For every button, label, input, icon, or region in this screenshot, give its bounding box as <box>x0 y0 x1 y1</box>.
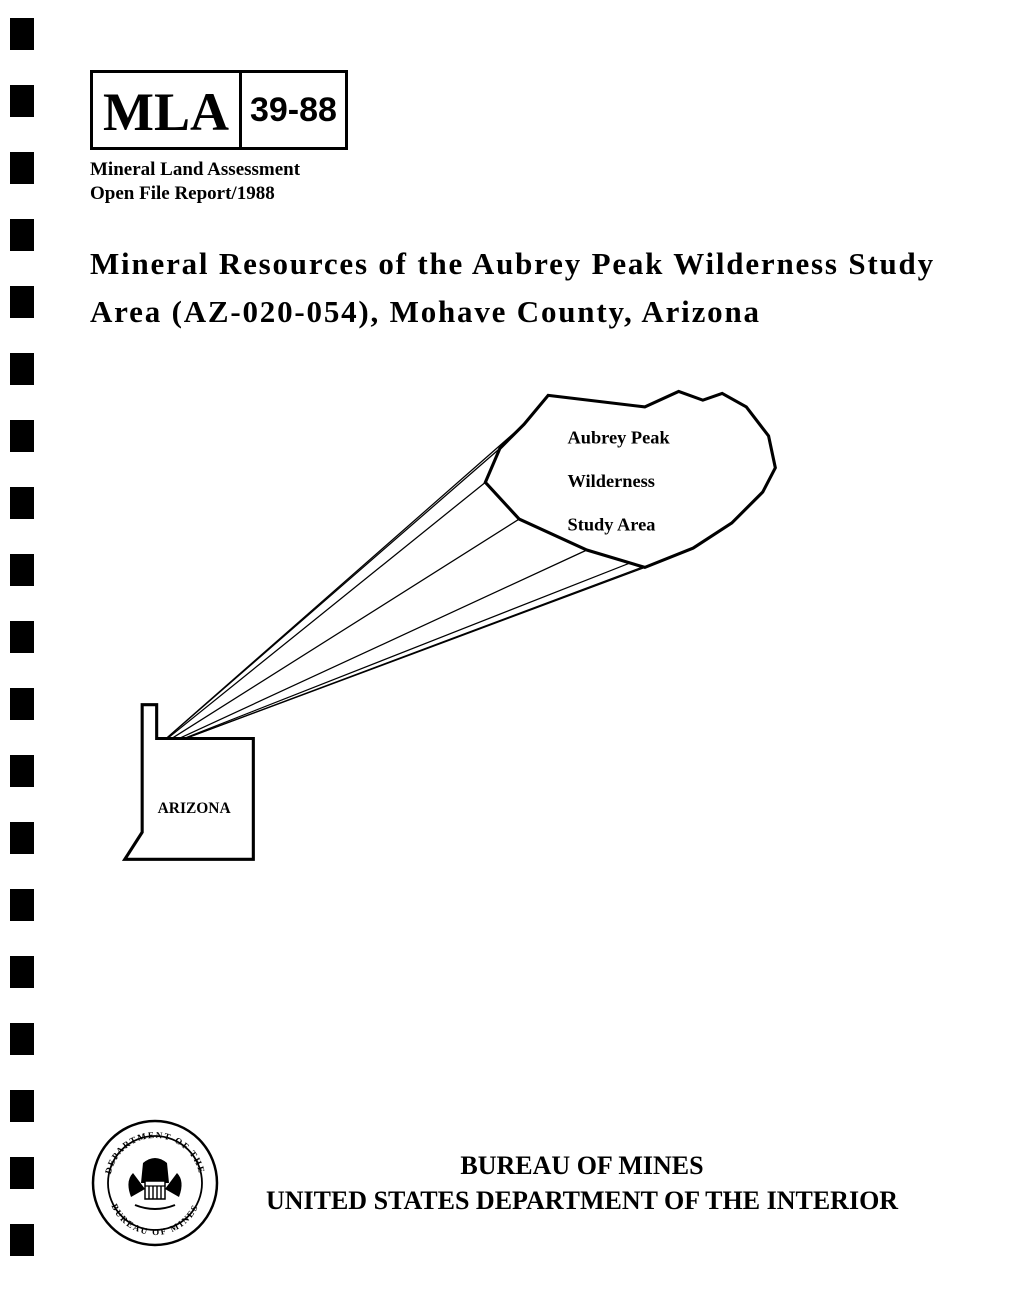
agency-line1: BUREAU OF MINES <box>460 1151 703 1180</box>
binding-mark <box>10 420 34 452</box>
binding-mark <box>10 219 34 251</box>
binding-mark <box>10 889 34 921</box>
subhead-line2: Open File Report/1988 <box>90 183 275 204</box>
svg-text:BUREAU OF MINES: BUREAU OF MINES <box>109 1202 200 1237</box>
binding-mark <box>10 956 34 988</box>
bureau-of-mines-seal: DEPARTMENT OF THE BUREAU OF MINES <box>90 1118 220 1248</box>
binding-mark <box>10 755 34 787</box>
binding-mark <box>10 1023 34 1055</box>
location-diagram: ARIZONA Aubrey Peak Wilderness Study Are… <box>90 376 900 956</box>
spiral-binding-marks <box>10 8 50 1256</box>
binding-mark <box>10 286 34 318</box>
aubrey-label-line3: Study Area <box>568 514 656 534</box>
binding-mark <box>10 487 34 519</box>
binding-mark <box>10 85 34 117</box>
aubrey-label-line2: Wilderness <box>568 471 655 491</box>
binding-mark <box>10 822 34 854</box>
seal-svg: DEPARTMENT OF THE BUREAU OF MINES <box>90 1118 220 1248</box>
binding-mark <box>10 353 34 385</box>
mla-logo-box: MLA 39-88 <box>90 70 348 150</box>
binding-mark <box>10 1224 34 1256</box>
aubrey-label-line1: Aubrey Peak <box>568 427 671 447</box>
logo-report-number: 39-88 <box>242 73 345 147</box>
arizona-label: ARIZONA <box>158 800 232 817</box>
binding-mark <box>10 18 34 50</box>
agency-attribution: BUREAU OF MINES UNITED STATES DEPARTMENT… <box>244 1148 960 1218</box>
report-series-subheading: Mineral Land Assessment Open File Report… <box>90 158 960 206</box>
binding-mark <box>10 1090 34 1122</box>
binding-mark <box>10 1157 34 1189</box>
page-footer: DEPARTMENT OF THE BUREAU OF MINES BUREAU… <box>90 1118 960 1248</box>
diagram-svg: ARIZONA Aubrey Peak Wilderness Study Are… <box>90 376 900 956</box>
binding-mark <box>10 688 34 720</box>
binding-mark <box>10 152 34 184</box>
agency-line2: UNITED STATES DEPARTMENT OF THE INTERIOR <box>266 1186 898 1215</box>
report-title: Mineral Resources of the Aubrey Peak Wil… <box>90 240 960 336</box>
subhead-line1: Mineral Land Assessment <box>90 159 300 180</box>
binding-mark <box>10 621 34 653</box>
seal-text-bottom: BUREAU OF MINES <box>109 1202 200 1237</box>
logo-mla-text: MLA <box>93 73 242 147</box>
page-content: MLA 39-88 Mineral Land Assessment Open F… <box>90 70 960 956</box>
binding-mark <box>10 554 34 586</box>
